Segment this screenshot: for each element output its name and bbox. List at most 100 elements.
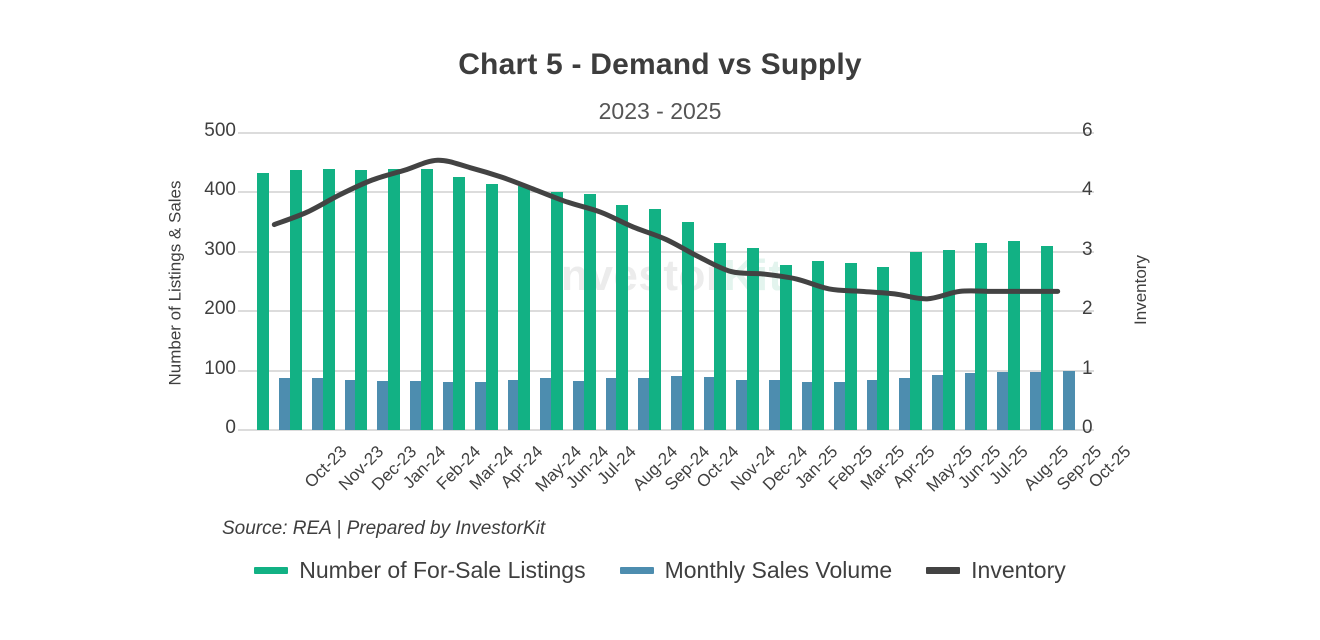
y-axis-left-title: Number of Listings & Sales	[163, 130, 189, 435]
bar-group	[746, 133, 781, 430]
bar-listings[interactable]	[420, 168, 433, 430]
bar-sales[interactable]	[605, 378, 618, 430]
bar-listings[interactable]	[812, 261, 825, 430]
bar-sales[interactable]	[377, 381, 390, 430]
legend-item[interactable]: Inventory	[926, 557, 1066, 584]
bar-sales[interactable]	[638, 377, 651, 430]
bar-sales[interactable]	[442, 381, 455, 430]
y-axis-left-tick-label: 500	[204, 120, 236, 141]
bar-listings[interactable]	[453, 176, 466, 430]
bar-group	[681, 133, 716, 430]
watermark-text: Investor	[548, 251, 724, 300]
bar-group	[355, 133, 390, 430]
gridline	[238, 250, 1094, 253]
y-axis-right-title-text: Inventory	[1131, 255, 1150, 325]
bar-listings[interactable]	[681, 222, 694, 430]
bar-sales[interactable]	[344, 379, 357, 430]
bar-group	[551, 133, 586, 430]
bar-group	[844, 133, 879, 430]
bar-sales[interactable]	[801, 381, 814, 430]
gridline	[238, 310, 1094, 313]
legend-item[interactable]: Number of For-Sale Listings	[254, 557, 586, 584]
bar-group	[322, 133, 357, 430]
bar-group	[1008, 133, 1043, 430]
bar-listings[interactable]	[714, 242, 727, 430]
bar-group	[779, 133, 814, 430]
y-axis-left-tick-label: 400	[204, 179, 236, 201]
bar-listings[interactable]	[485, 183, 498, 430]
bar-group	[583, 133, 618, 430]
bar-sales[interactable]	[1030, 372, 1043, 430]
bar-sales[interactable]	[279, 377, 292, 430]
y-axis-right-title: Inventory	[1128, 200, 1154, 380]
bar-group	[453, 133, 488, 430]
y-axis-left-tick-label: 300	[204, 238, 236, 260]
bar-listings[interactable]	[649, 209, 661, 430]
y-axis-left-tick-label: 0	[225, 417, 236, 438]
bar-listings[interactable]	[289, 169, 302, 430]
legend-label: Monthly Sales Volume	[664, 557, 893, 583]
gridline	[238, 429, 1094, 431]
legend-swatch-icon	[926, 567, 961, 574]
bar-sales[interactable]	[834, 382, 847, 430]
bar-sales[interactable]	[899, 377, 912, 430]
bar-group	[714, 133, 749, 430]
bar-sales[interactable]	[507, 380, 520, 430]
inventory-line[interactable]	[271, 157, 1061, 302]
bar-sales[interactable]	[409, 381, 422, 430]
bar-listings[interactable]	[355, 169, 368, 430]
bar-sales[interactable]	[964, 372, 977, 430]
bar-sales[interactable]	[311, 377, 324, 430]
source-note: Source: REA | Prepared by InvestorKit	[222, 518, 546, 539]
bar-group	[387, 133, 422, 430]
gridline	[238, 369, 1094, 372]
bar-sales[interactable]	[670, 375, 683, 430]
bar-listings[interactable]	[1008, 241, 1021, 430]
bar-group	[877, 133, 912, 430]
y-axis-right-tick-label: 2	[1082, 298, 1093, 320]
bar-listings[interactable]	[583, 194, 596, 430]
gridline	[238, 191, 1094, 194]
bar-sales[interactable]	[1062, 371, 1075, 430]
bar-group	[257, 133, 292, 430]
plot-area: InvestorKit	[238, 132, 1094, 431]
bar-listings[interactable]	[616, 205, 629, 430]
bar-listings[interactable]	[257, 173, 270, 430]
y-axis-left-tick-label: 100	[204, 357, 236, 379]
bar-sales[interactable]	[997, 371, 1010, 430]
y-axis-right-tick-label: 1	[1082, 357, 1093, 379]
legend-item[interactable]: Monthly Sales Volume	[619, 557, 893, 584]
bar-listings[interactable]	[387, 168, 400, 430]
bar-listings[interactable]	[322, 169, 335, 430]
y-axis-left-title-text: Number of Listings & Sales	[166, 179, 186, 386]
bar-sales[interactable]	[866, 380, 879, 430]
bar-sales[interactable]	[703, 376, 716, 430]
y-axis-right-tick-label: 3	[1082, 238, 1093, 260]
bar-group	[616, 133, 651, 430]
y-axis-left-tick-label: 200	[204, 298, 236, 320]
bar-group	[812, 133, 847, 430]
y-axis-right-tick-label: 4	[1082, 179, 1093, 201]
legend-swatch-icon	[254, 567, 289, 574]
bar-sales[interactable]	[932, 374, 945, 430]
bar-listings[interactable]	[551, 191, 564, 430]
bar-sales[interactable]	[540, 377, 553, 430]
bar-listings[interactable]	[877, 266, 890, 430]
bar-group	[518, 133, 553, 430]
bar-sales[interactable]	[768, 379, 781, 430]
y-axis-right-tick-label: 0	[1082, 417, 1093, 438]
bar-group	[649, 133, 683, 430]
chart-title: Chart 5 - Demand vs Supply	[458, 48, 862, 81]
bar-sales[interactable]	[475, 381, 488, 430]
bar-listings[interactable]	[746, 248, 759, 430]
gridline	[238, 132, 1094, 134]
bar-sales[interactable]	[736, 379, 749, 430]
bars-layer	[257, 133, 1075, 430]
bar-sales[interactable]	[573, 380, 586, 430]
bar-listings[interactable]	[844, 263, 857, 430]
bar-listings[interactable]	[779, 264, 792, 430]
bar-listings[interactable]	[518, 186, 531, 430]
bar-group	[485, 133, 520, 430]
chart-legend: Number of For-Sale Listings Monthly Sales…	[0, 557, 1320, 584]
